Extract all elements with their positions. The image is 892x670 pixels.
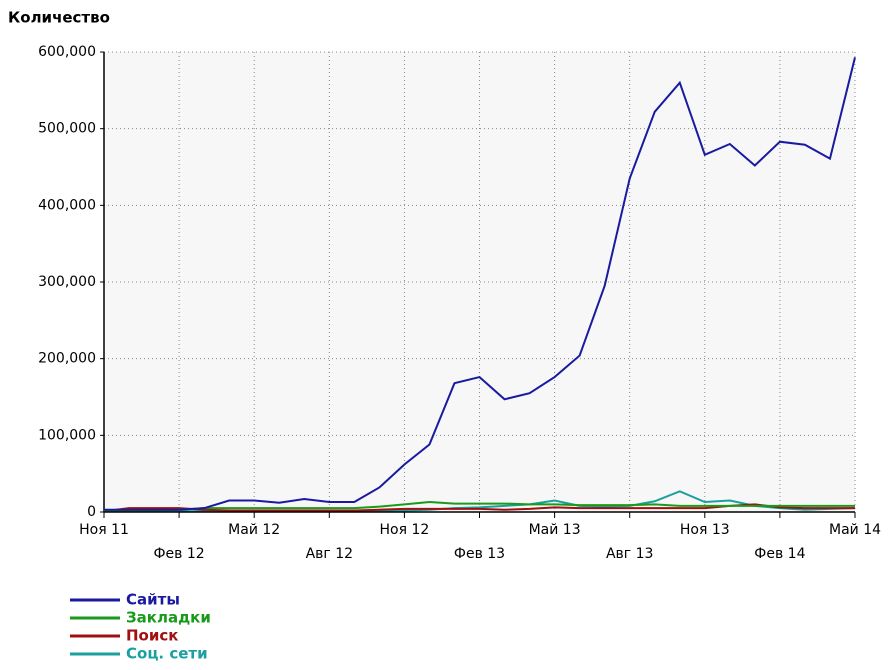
x-tick-label: Ноя 13 [680, 522, 730, 538]
x-tick-label: Ноя 11 [79, 522, 129, 538]
legend-label: Сайты [126, 591, 180, 609]
x-tick-label: Авг 12 [306, 546, 353, 562]
chart-title: Количество [8, 9, 110, 27]
x-tick-label: Фев 13 [454, 546, 505, 562]
x-tick-label: Фев 14 [754, 546, 805, 562]
y-tick-label: 400,000 [38, 197, 96, 213]
x-tick-label: Май 12 [228, 522, 280, 538]
y-tick-label: 300,000 [38, 274, 96, 290]
y-tick-label: 0 [87, 504, 96, 520]
x-tick-label: Фев 12 [154, 546, 205, 562]
legend-label: Соц. сети [126, 645, 208, 663]
legend-label: Поиск [126, 627, 178, 645]
legend-label: Закладки [126, 609, 211, 627]
series-line [104, 57, 856, 511]
x-tick-label: Май 14 [829, 522, 881, 538]
x-tick-label: Ноя 12 [380, 522, 430, 538]
x-tick-label: Авг 13 [606, 546, 653, 562]
y-tick-label: 200,000 [38, 351, 96, 367]
y-tick-label: 100,000 [38, 427, 96, 443]
y-tick-label: 500,000 [38, 121, 96, 137]
x-tick-label: Май 13 [529, 522, 581, 538]
series-line [104, 501, 855, 513]
y-tick-label: 600,000 [38, 44, 96, 60]
